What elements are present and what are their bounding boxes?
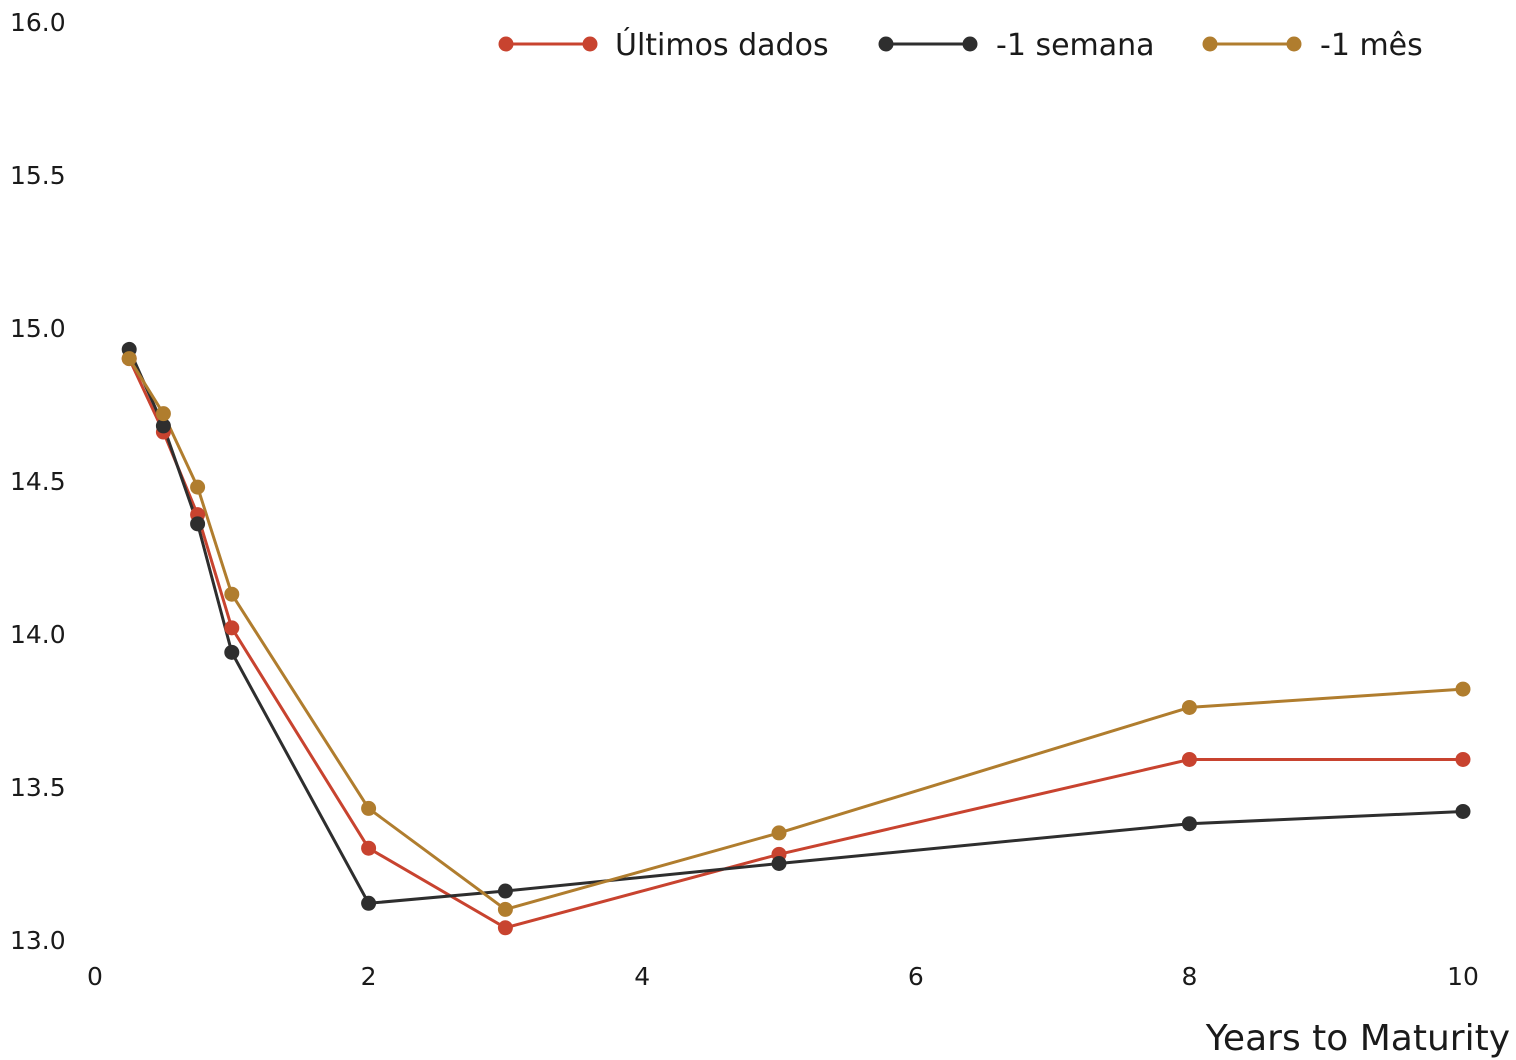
data-point [224, 644, 240, 660]
x-tick-label: 8 [1181, 962, 1197, 991]
series-line [127, 348, 1464, 905]
x-axis-title: Years to Maturity [1205, 1018, 1510, 1059]
x-tick-label: 10 [1447, 962, 1479, 991]
data-point [121, 351, 137, 367]
legend-marker [582, 36, 598, 52]
data-point [1455, 751, 1471, 767]
data-point [497, 883, 513, 899]
data-point [224, 620, 240, 636]
x-tick-label: 4 [634, 962, 650, 991]
series-line [127, 357, 1463, 930]
data-point [1181, 816, 1197, 832]
legend-marker [498, 36, 514, 52]
data-point [224, 586, 240, 602]
series-line [127, 357, 1464, 911]
legend-marker [962, 36, 978, 52]
data-point [361, 895, 377, 911]
y-tick-label: 14.0 [10, 620, 66, 649]
data-point [155, 418, 171, 434]
data-point [1455, 681, 1471, 697]
data-point [361, 800, 377, 816]
y-tick-label: 13.5 [10, 773, 66, 802]
y-tick-label: 15.5 [10, 161, 66, 190]
y-tick-label: 15.0 [10, 314, 66, 343]
legend-marker [1286, 36, 1302, 52]
data-point [361, 840, 377, 856]
y-tick-label: 16.0 [10, 8, 66, 37]
data-point [771, 825, 787, 841]
x-tick-label: 0 [87, 962, 103, 991]
y-tick-label: 13.0 [10, 926, 66, 955]
x-tick-label: 2 [361, 962, 377, 991]
data-point [1181, 699, 1197, 715]
legend-marker [878, 36, 894, 52]
legend-label: -1 semana [996, 28, 1155, 63]
legend: Últimos dados -1 semana -1 mês [498, 26, 1423, 63]
data-point [1181, 751, 1197, 767]
legend-marker [1202, 36, 1218, 52]
data-point [190, 516, 206, 532]
data-point [771, 856, 787, 871]
data-point [497, 920, 513, 936]
data-point [190, 479, 206, 495]
legend-label: Últimos dados [615, 26, 829, 63]
legend-label: -1 mês [1320, 28, 1423, 63]
y-tick-label: 14.5 [10, 467, 66, 496]
data-point [497, 901, 513, 917]
series-lines [127, 348, 1464, 930]
x-tick-label: 6 [908, 962, 924, 991]
series-points [121, 341, 1471, 936]
y-axis-ticks: 13.0 13.5 14.0 14.5 15.0 15.5 16.0 [10, 8, 66, 955]
x-axis-ticks: 0 2 4 6 8 10 [87, 962, 1479, 991]
data-point [1455, 803, 1471, 819]
data-point [155, 406, 171, 422]
